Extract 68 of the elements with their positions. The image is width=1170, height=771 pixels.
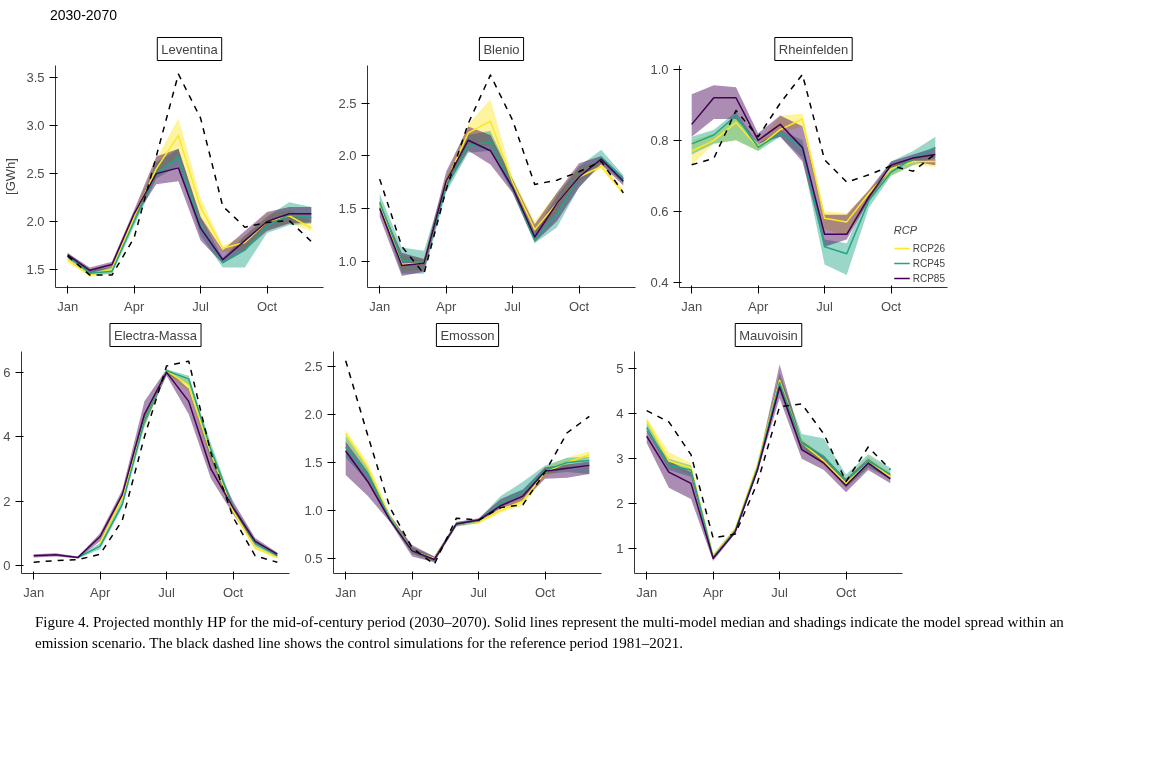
x-tick-label: Apr [90, 584, 111, 600]
y-tick-label: 1 [616, 540, 624, 556]
y-tick-label: 0.6 [650, 203, 669, 219]
y-tick-label: 0.4 [650, 274, 669, 290]
x-tick-label: Jan [681, 298, 703, 314]
x-tick-label: Jul [816, 298, 833, 314]
y-tick-label: 3 [616, 451, 624, 467]
text: 2030-2070 [50, 6, 117, 25]
x-tick-label: Jul [771, 584, 788, 600]
y-tick-label: 3.0 [26, 118, 45, 134]
y-tick-label: 1.5 [338, 201, 357, 217]
y-tick-label: 0 [3, 557, 11, 573]
y-tick-label: 2.5 [304, 358, 323, 374]
x-tick-label: Oct [222, 584, 244, 600]
x-tick-label: Oct [568, 298, 590, 314]
chart-title: Rheinfelden [778, 41, 849, 57]
x-tick-label: Jan [369, 298, 391, 314]
y-axis-title: [GWh] [3, 158, 19, 195]
x-tick-label: Apr [703, 584, 724, 600]
line-series [344, 359, 591, 566]
y-tick-label: 2.0 [304, 406, 323, 422]
x-tick-label: Apr [124, 298, 145, 314]
chart-title: Emosson [440, 327, 495, 343]
x-tick-label: Oct [835, 584, 857, 600]
x-tick-label: Jul [470, 584, 487, 600]
x-tick-label: Jan [57, 298, 79, 314]
x-tick-label: Oct [534, 584, 556, 600]
x-tick-label: Jan [636, 584, 658, 600]
legend-label: RCP85 [912, 271, 945, 285]
y-tick-label: 6 [3, 364, 11, 380]
x-tick-label: Apr [748, 298, 769, 314]
y-tick-label: 1.5 [26, 261, 45, 277]
legend-title: RCP [893, 224, 918, 236]
y-tick-label: 4 [3, 429, 11, 445]
x-tick-label: Apr [402, 584, 423, 600]
line-series [645, 403, 892, 539]
legend-label: RCP26 [912, 241, 945, 255]
chart-title: Mauvoisin [739, 327, 798, 343]
caption: Figure 4. Projected monthly HP for the mid-of-century period (2030–2070). Solid lines represent the multi-model median and shadings indicate the model spread within an emission scenario. The black dashed line shows the control simulations for the reference period 1981–2021. [35, 613, 1065, 654]
y-tick-label: 2.5 [338, 95, 357, 111]
y-tick-label: 1.0 [650, 61, 669, 77]
y-tick-label: 2 [3, 493, 11, 509]
y-tick-label: 2 [616, 496, 624, 512]
line-series [690, 118, 937, 223]
chart-title: Leventina [161, 41, 219, 57]
legend-label: RCP45 [912, 256, 945, 270]
chart-title: Electra-Massa [113, 327, 198, 343]
x-tick-label: Apr [436, 298, 457, 314]
y-tick-label: 2.5 [26, 166, 45, 182]
y-tick-label: 4 [616, 406, 624, 422]
y-tick-label: 5 [616, 361, 624, 377]
y-tick-label: 0.5 [304, 551, 323, 567]
y-tick-label: 1.0 [338, 253, 357, 269]
y-tick-label: 3.5 [26, 70, 45, 86]
x-tick-label: Jul [192, 298, 209, 314]
x-tick-label: Jul [158, 584, 175, 600]
y-tick-label: 2.0 [338, 148, 357, 164]
x-tick-label: Jan [335, 584, 357, 600]
y-tick-label: 1.0 [304, 503, 323, 519]
x-tick-label: Oct [256, 298, 278, 314]
y-tick-label: 0.8 [650, 132, 669, 148]
chart-title: Blenio [483, 41, 520, 57]
x-tick-label: Jan [23, 584, 45, 600]
y-tick-label: 2.0 [26, 213, 45, 229]
y-tick-label: 1.5 [304, 455, 323, 470]
x-tick-label: Jul [504, 298, 521, 314]
line-series [66, 73, 313, 276]
x-tick-label: Oct [880, 298, 902, 314]
